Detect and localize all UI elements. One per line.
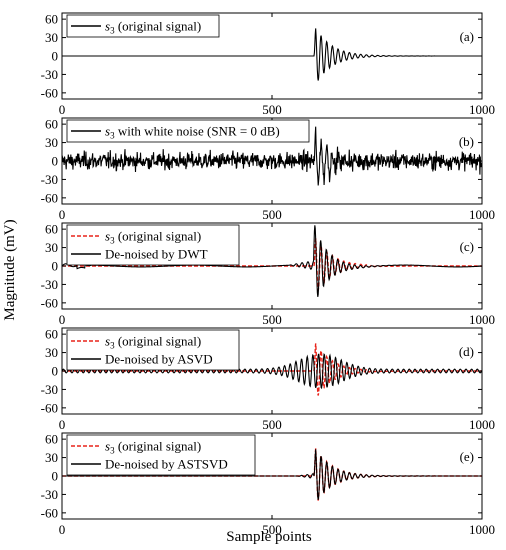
y-tick-label: 0 (52, 49, 59, 64)
panel-tag: (c) (460, 239, 474, 254)
x-tick-label: 500 (262, 312, 282, 327)
y-tick-label: -30 (41, 487, 58, 502)
y-tick-label: 30 (45, 345, 58, 360)
y-tick-label: -60 (41, 295, 58, 310)
legend-box (66, 14, 220, 38)
y-tick-label: 30 (45, 135, 58, 150)
panel-tag: (b) (459, 134, 474, 149)
y-tick-label: 30 (45, 30, 58, 45)
x-axis-label: Sample points (226, 529, 312, 545)
y-tick-label: -60 (41, 190, 58, 205)
y-tick-label: -30 (41, 67, 58, 82)
x-tick-label: 1000 (469, 207, 495, 222)
y-tick-label: 0 (52, 154, 59, 169)
x-tick-label: 1000 (469, 102, 495, 117)
legend-box (66, 224, 240, 266)
y-tick-label: 30 (45, 240, 58, 255)
x-tick-label: 1000 (469, 522, 495, 537)
legend-label: De-noised by DWT (105, 247, 208, 262)
y-tick-label: 60 (45, 432, 58, 447)
x-tick-label: 0 (59, 312, 66, 327)
y-tick-label: -60 (41, 85, 58, 100)
series-line-1 (62, 28, 482, 81)
y-tick-label: -30 (41, 277, 58, 292)
legend-label: s3 (original signal) (105, 229, 201, 246)
series-line-1 (62, 126, 482, 186)
panel-tag: (a) (460, 29, 474, 44)
x-tick-label: 0 (59, 522, 66, 537)
legend-box (66, 434, 256, 476)
y-tick-label: -60 (41, 400, 58, 415)
series-line-2 (62, 225, 482, 297)
x-tick-label: 500 (262, 207, 282, 222)
y-tick-label: 0 (52, 364, 59, 379)
legend-label: s3 (original signal) (105, 19, 201, 36)
legend-label: De-noised by ASVD (105, 352, 213, 367)
x-tick-label: 1000 (469, 417, 495, 432)
legend-label: s3 with white noise (SNR = 0 dB) (105, 124, 280, 141)
y-tick-label: 60 (45, 327, 58, 342)
y-tick-label: 60 (45, 222, 58, 237)
panel-tag: (e) (460, 449, 474, 464)
series-line-2 (62, 449, 482, 500)
y-tick-label: 60 (45, 117, 58, 132)
y-tick-label: 60 (45, 12, 58, 27)
panel-tag: (d) (459, 344, 474, 359)
x-tick-label: 1000 (469, 312, 495, 327)
x-tick-label: 500 (262, 417, 282, 432)
x-tick-label: 500 (262, 522, 282, 537)
x-tick-label: 0 (59, 417, 66, 432)
y-tick-label: 30 (45, 450, 58, 465)
y-tick-label: 0 (52, 469, 59, 484)
x-tick-label: 500 (262, 102, 282, 117)
y-tick-label: -60 (41, 505, 58, 520)
legend-label: De-noised by ASTSVD (105, 457, 228, 472)
y-axis-label: Magnitude (mV) (2, 219, 18, 320)
legend-label: s3 (original signal) (105, 439, 201, 456)
legend-label: s3 (original signal) (105, 334, 201, 351)
x-tick-label: 0 (59, 207, 66, 222)
y-tick-label: 0 (52, 259, 59, 274)
legend-box (66, 119, 310, 143)
y-tick-label: -30 (41, 172, 58, 187)
legend-box (66, 329, 240, 371)
x-tick-label: 0 (59, 102, 66, 117)
y-tick-label: -30 (41, 382, 58, 397)
